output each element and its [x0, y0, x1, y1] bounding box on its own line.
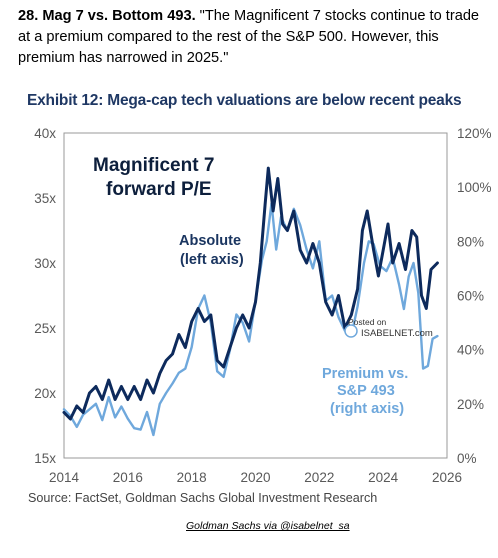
chart-title-line-2: forward P/E [106, 179, 212, 200]
x-tick-label: 2022 [304, 470, 334, 485]
absolute-label-line-2: (left axis) [180, 252, 244, 268]
right-axis: 0% 20% 40% 60% 80% 100% 120% [457, 126, 492, 466]
left-axis: 15x 20x 25x 30x 35x 40x [34, 126, 56, 466]
absolute-pe-line [62, 166, 439, 421]
premium-label-line-2: S&P 493 [337, 383, 395, 399]
right-tick-label: 0% [457, 451, 477, 466]
watermark-line-1: Posted on [348, 317, 387, 327]
x-tick-label: 2014 [49, 470, 80, 485]
premium-label-line-1: Premium vs. [322, 366, 408, 382]
absolute-label-line-1: Absolute [179, 233, 241, 249]
left-tick-label: 15x [34, 451, 56, 466]
intro-quote: "The Magnificent 7 stocks continue to tr… [18, 8, 480, 66]
right-tick-label: 120% [457, 126, 492, 141]
x-tick-label: 2026 [432, 470, 462, 485]
x-tick-label: 2024 [368, 470, 399, 485]
source-note: Source: FactSet, Goldman Sachs Global In… [28, 491, 378, 505]
intro-text: 28. Mag 7 vs. Bottom 493. "The Magnifice… [18, 6, 488, 69]
series-layer [62, 166, 439, 437]
left-tick-label: 40x [34, 126, 56, 141]
plot-frame [63, 132, 448, 459]
right-tick-label: 80% [457, 234, 484, 249]
x-tick-label: 2020 [240, 470, 270, 485]
x-tick-label: 2016 [113, 470, 143, 485]
intro-lead: 28. Mag 7 vs. Bottom 493. [18, 8, 196, 24]
premium-label-line-3: (right axis) [330, 401, 404, 417]
exhibit-title: Exhibit 12: Mega-cap tech valuations are… [27, 92, 462, 109]
right-tick-label: 20% [457, 397, 484, 412]
left-tick-label: 30x [34, 256, 56, 271]
x-axis: 2014 2016 2018 2020 2022 2024 2026 [49, 470, 462, 485]
watermark-line-2: ISABELNET.com [361, 328, 433, 339]
x-tick-label: 2018 [177, 470, 207, 485]
right-tick-label: 40% [457, 343, 484, 358]
right-tick-label: 60% [457, 289, 484, 304]
right-tick-label: 100% [457, 180, 492, 195]
credit-link[interactable]: Goldman Sachs via @isabelnet_sa [186, 520, 350, 532]
chart-title-line-1: Magnificent 7 [93, 155, 214, 176]
left-tick-label: 20x [34, 386, 56, 401]
left-tick-label: 25x [34, 321, 56, 336]
left-tick-label: 35x [34, 191, 56, 206]
watermark: Posted on ISABELNET.com [344, 317, 433, 339]
